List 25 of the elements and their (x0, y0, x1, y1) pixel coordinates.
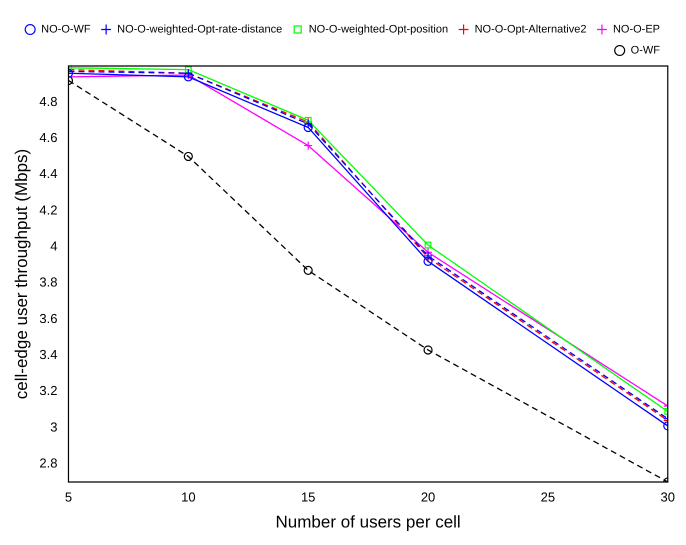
legend-label: NO-O-EP (612, 24, 660, 36)
y-tick-label: 3.2 (39, 383, 58, 398)
legend-label: NO-O-Opt-Alternative2 (474, 24, 586, 36)
x-tick-label: 10 (181, 489, 196, 504)
y-tick-label: 3.8 (39, 274, 58, 290)
y-tick-label: 3 (50, 419, 58, 434)
x-tick-label: 30 (660, 489, 676, 504)
y-tick-label: 4.6 (39, 130, 58, 145)
x-tick-label: 15 (300, 489, 316, 504)
y-tick-label: 3.6 (39, 310, 58, 326)
legend-label: NO-O-weighted-Opt-rate-distance (117, 24, 282, 36)
x-tick-label: 5 (64, 489, 72, 504)
x-axis-title: Number of users per cell (276, 512, 461, 532)
legend-label: NO-O-weighted-Opt-position (308, 24, 448, 36)
y-tick-label: 4.4 (39, 166, 58, 182)
y-tick-label: 4.2 (39, 202, 58, 218)
y-axis-title: cell-edge user throughput (Mbps) (12, 148, 31, 400)
x-tick-label: 20 (420, 489, 436, 504)
y-tick-label: 4.8 (39, 94, 58, 109)
legend-label: NO-O-WF (41, 24, 91, 36)
legend-label: O-WF (630, 44, 660, 57)
y-tick-label: 4 (50, 238, 58, 254)
x-tick-label: 25 (540, 489, 556, 504)
y-tick-label: 3.4 (39, 346, 58, 362)
y-tick-label: 2.8 (39, 455, 58, 470)
